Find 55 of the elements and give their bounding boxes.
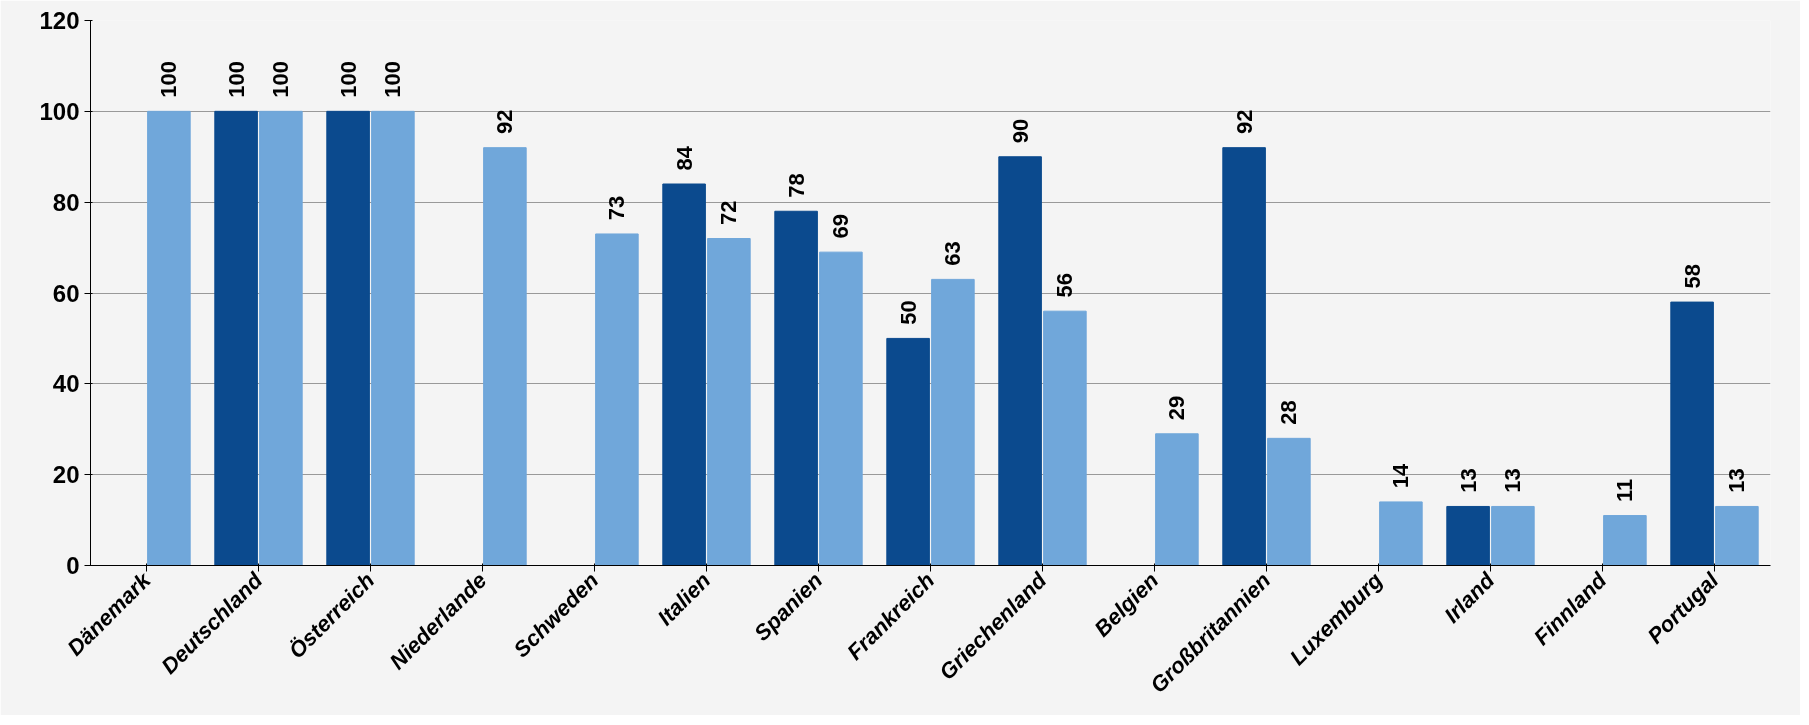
bar <box>1222 147 1266 566</box>
data-label: 84 <box>671 145 697 171</box>
bar <box>662 183 706 566</box>
data-label: 92 <box>492 109 518 135</box>
bar <box>1670 301 1714 566</box>
bar <box>1379 501 1423 566</box>
data-label: 100 <box>268 60 294 98</box>
data-label: 100 <box>380 60 406 98</box>
bar <box>1267 437 1311 566</box>
bar <box>886 337 930 566</box>
data-label: 100 <box>223 60 249 98</box>
data-label: 100 <box>335 60 361 98</box>
bar <box>1043 310 1087 566</box>
data-label: 28 <box>1276 400 1302 425</box>
bar <box>1155 433 1199 566</box>
bar <box>371 110 415 566</box>
y-tick-label: 40 <box>52 370 80 398</box>
data-label: 90 <box>1007 118 1033 144</box>
data-label: 73 <box>604 195 630 221</box>
data-label: 63 <box>940 241 966 266</box>
data-label: 13 <box>1724 468 1750 493</box>
y-tick-label: 0 <box>66 552 80 579</box>
data-label: 29 <box>1164 395 1190 421</box>
bar <box>214 110 258 566</box>
data-label: 92 <box>1231 109 1257 135</box>
data-label: 58 <box>1679 263 1705 289</box>
data-label: 100 <box>156 60 182 98</box>
data-label: 72 <box>716 200 742 225</box>
bar <box>259 110 303 566</box>
bar <box>707 238 751 566</box>
bar <box>595 233 639 566</box>
y-tick-label: 20 <box>52 461 80 489</box>
bar <box>147 110 191 566</box>
data-label: 11 <box>1612 478 1638 502</box>
bar <box>931 278 975 566</box>
data-label: 13 <box>1455 468 1481 493</box>
y-tick-label: 100 <box>39 97 80 125</box>
y-tick-label: 60 <box>52 279 80 307</box>
bar <box>1603 515 1647 566</box>
bar <box>1715 505 1759 566</box>
data-label: 50 <box>895 300 921 325</box>
bar <box>1446 505 1490 566</box>
bar <box>326 110 370 566</box>
bar <box>998 156 1042 566</box>
data-label: 78 <box>783 173 809 198</box>
data-label: 69 <box>828 214 854 239</box>
bar <box>774 210 818 566</box>
bar <box>483 147 527 566</box>
data-label: 14 <box>1388 463 1414 489</box>
bar <box>1491 505 1535 566</box>
y-tick-label: 120 <box>39 7 80 34</box>
bar <box>819 251 863 566</box>
data-label: 56 <box>1052 273 1078 298</box>
data-label: 13 <box>1500 468 1526 493</box>
y-tick-label: 80 <box>52 188 80 216</box>
